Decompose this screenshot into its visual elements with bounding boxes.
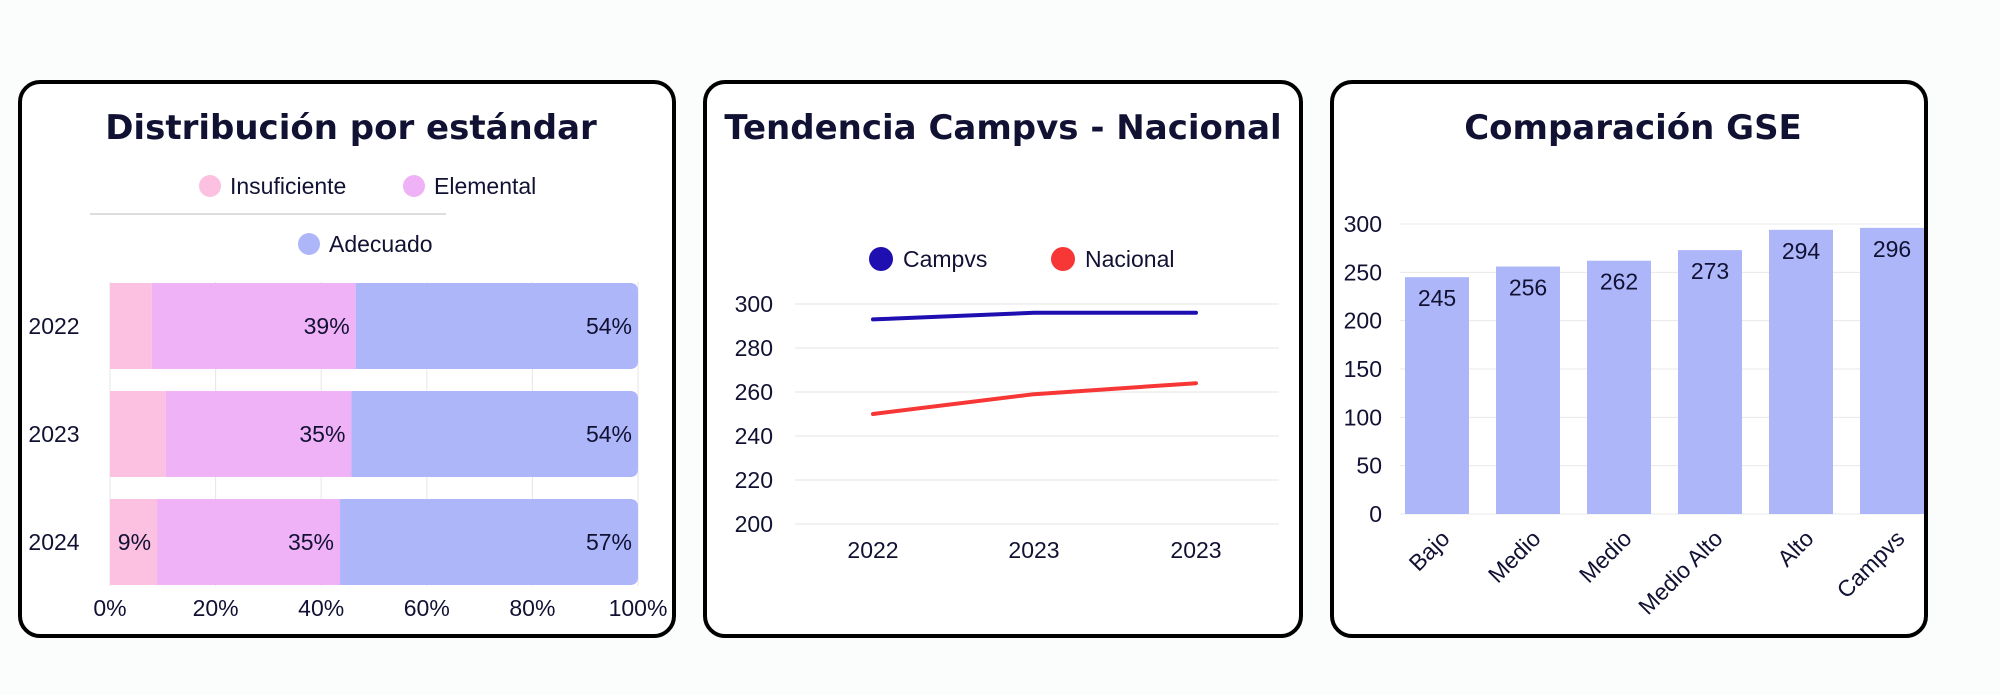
series-line-nacional — [871, 381, 1198, 416]
trend-chart: Tendencia Campvs - Nacional Campvs Naciona… — [724, 108, 1281, 563]
legend-marker-0 — [869, 247, 893, 271]
legend-label-2: Adecuado — [329, 231, 433, 257]
bar — [1769, 229, 1833, 515]
bar-segment-insuficiente — [110, 499, 158, 585]
bar-segment-insuficiente — [110, 283, 152, 369]
x-tick-label: 60% — [404, 595, 450, 621]
y-tick-label: 200 — [735, 511, 773, 537]
chart-title: Distribución por estándar — [105, 108, 597, 148]
y-category-label: 2022 — [28, 313, 79, 339]
y-tick-label: 250 — [1344, 259, 1382, 285]
x-tick-label: 100% — [609, 595, 668, 621]
y-tick-label: 300 — [735, 291, 773, 317]
bar-segment-elemental — [151, 283, 356, 369]
bar — [1496, 266, 1560, 514]
legend-marker-2 — [298, 233, 320, 255]
y-tick-label: 260 — [735, 379, 773, 405]
bar-segment-elemental — [157, 499, 341, 585]
bar — [1678, 250, 1742, 514]
y-tick-label: 100 — [1344, 404, 1382, 430]
x-tick-label: 2023 — [1170, 537, 1221, 563]
x-tick-label: 2023 — [1008, 537, 1059, 563]
legend-label-0: Insuficiente — [230, 173, 346, 199]
bar — [1587, 260, 1651, 514]
y-category-label: 2024 — [28, 529, 79, 555]
bar-data-label: 57% — [586, 529, 632, 555]
bar-data-label: 245 — [1418, 285, 1456, 311]
legend-label-0: Campvs — [903, 246, 987, 272]
y-tick-label: 220 — [735, 467, 773, 493]
bar — [1860, 227, 1924, 514]
y-tick-label: 50 — [1356, 453, 1382, 479]
bar-data-label: 54% — [586, 313, 632, 339]
series-line-campvs — [871, 310, 1198, 322]
x-category-label: Alto — [1772, 525, 1818, 571]
x-tick-label: 80% — [509, 595, 555, 621]
chart-title: Tendencia Campvs - Nacional — [724, 108, 1281, 148]
bar-segment-adecuado — [351, 391, 638, 477]
bar-data-label: 273 — [1691, 258, 1729, 284]
trend-chart-card: Tendencia Campvs - Nacional Campvs Naciona… — [703, 80, 1303, 638]
legend-marker-0 — [199, 175, 221, 197]
bar-segment-adecuado — [340, 499, 638, 585]
y-category-label: 2023 — [28, 421, 79, 447]
x-tick-label: 2022 — [847, 537, 898, 563]
bar-data-label: 256 — [1509, 275, 1547, 301]
bar-data-label: 39% — [304, 313, 350, 339]
bar-segment-adecuado — [355, 283, 638, 369]
x-category-label: Medio — [1574, 525, 1637, 588]
bar-data-label: 35% — [299, 421, 345, 447]
x-category-label: Bajo — [1404, 525, 1455, 576]
bar-data-label: 35% — [288, 529, 334, 555]
bar-segment-insuficiente — [110, 391, 166, 477]
bar-data-label: 262 — [1600, 269, 1638, 295]
y-tick-label: 200 — [1344, 308, 1382, 334]
y-tick-label: 240 — [735, 423, 773, 449]
x-category-label: Medio — [1483, 525, 1546, 588]
bar-data-label: 294 — [1782, 238, 1821, 264]
y-tick-label: 0 — [1369, 501, 1382, 527]
gse-chart-card: Comparación GSE 0 50 100 150 200 250 300 245 Bajo… — [1330, 80, 1928, 638]
distribution-chart-card: Distribución por estándar Insuficiente Ele… — [18, 80, 676, 638]
y-tick-label: 280 — [735, 335, 773, 361]
gse-chart: Comparación GSE 0 50 100 150 200 250 300 245 Bajo… — [1344, 108, 1924, 619]
bar — [1405, 277, 1469, 514]
legend-label-1: Elemental — [434, 173, 536, 199]
x-tick-label: 20% — [193, 595, 239, 621]
bar-data-label: 296 — [1873, 236, 1911, 262]
bar-data-label: 9% — [118, 529, 151, 555]
y-tick-label: 300 — [1344, 211, 1382, 237]
legend-marker-1 — [403, 175, 425, 197]
bar-data-label: 54% — [586, 421, 632, 447]
legend-label-1: Nacional — [1085, 246, 1175, 272]
chart-title: Comparación GSE — [1464, 108, 1802, 148]
legend-marker-1 — [1051, 247, 1075, 271]
x-tick-label: 40% — [298, 595, 344, 621]
x-category-label: Medio Alto — [1633, 525, 1727, 619]
distribution-chart: Distribución por estándar Insuficiente Ele… — [28, 108, 668, 621]
x-category-label: Campvs — [1831, 525, 1909, 603]
y-tick-label: 150 — [1344, 356, 1382, 382]
bar-segment-elemental — [165, 391, 352, 477]
x-tick-label: 0% — [93, 595, 126, 621]
